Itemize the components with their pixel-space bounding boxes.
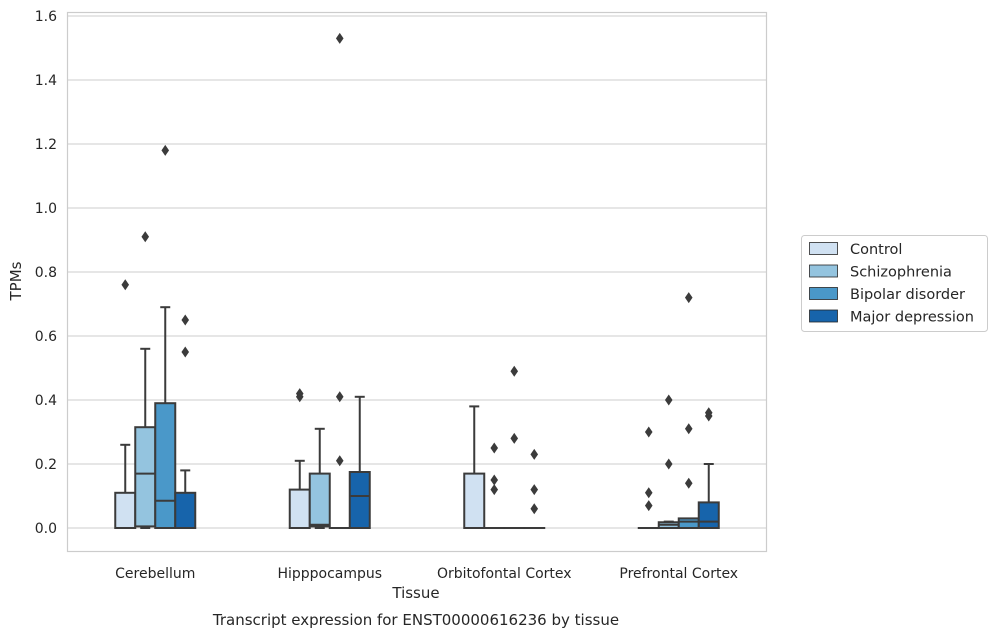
box-major-depression <box>523 448 546 530</box>
outlier-point <box>490 442 499 454</box>
outlier-point <box>181 346 190 358</box>
box-body <box>174 491 197 529</box>
outlier-point <box>684 477 693 489</box>
y-tick-label: 1.2 <box>35 137 57 153</box>
y-tick-label: 0.6 <box>35 329 57 345</box>
box-bipolar-disorder <box>503 365 526 530</box>
outlier-point <box>141 231 150 243</box>
x-tick-label: Cerebellum <box>115 566 195 582</box>
outlier-point <box>490 474 499 486</box>
y-tick-label: 0.4 <box>35 393 57 409</box>
legend-label: Major depression <box>850 310 974 326</box>
y-tick-label: 1.4 <box>35 73 57 89</box>
legend-label: Control <box>850 242 902 258</box>
x-tick-label: Prefrontal Cortex <box>619 566 738 582</box>
boxes-layer <box>114 32 720 530</box>
outlier-point <box>704 407 713 419</box>
y-axis-ticks: 0.0 0.2 0.4 0.6 0.8 1.0 1.2 1.4 1.6 <box>35 9 57 537</box>
legend-swatch <box>809 242 838 255</box>
box-control <box>288 388 311 530</box>
box-body <box>288 488 311 530</box>
legend-swatch <box>809 309 838 323</box>
chart-title: Transcript expression for ENST0000061623… <box>212 611 619 629</box>
box-body <box>114 491 137 529</box>
outlier-point <box>161 144 170 156</box>
box-major-depression <box>174 314 197 529</box>
outlier-point <box>335 32 344 44</box>
legend-frame <box>801 235 988 332</box>
box-body <box>308 472 331 528</box>
box-body <box>134 426 157 528</box>
box-schizophrenia <box>134 231 157 529</box>
box-control <box>463 405 486 530</box>
legend-label: Schizophrenia <box>850 265 952 281</box>
legend-label: Bipolar disorder <box>850 287 965 303</box>
box-body <box>677 517 700 530</box>
outlier-point <box>295 388 304 400</box>
x-tick-label: Hipppocampus <box>277 566 382 582</box>
outlier-point <box>510 432 519 444</box>
box-body <box>463 472 486 530</box>
box-control <box>637 426 660 530</box>
grid-lines <box>68 15 766 529</box>
outlier-point <box>684 292 693 304</box>
outlier-point <box>181 314 190 326</box>
box-body <box>697 501 720 529</box>
box-body <box>348 471 371 529</box>
y-tick-label: 0.2 <box>35 457 57 473</box>
legend-swatch <box>809 287 838 300</box>
box-schizophrenia <box>308 427 331 529</box>
y-tick-label: 0.0 <box>35 521 57 537</box>
legend: Control Schizophrenia Bipolar disorder Majo… <box>801 235 988 332</box>
box-major-depression <box>348 395 371 529</box>
x-axis-ticks: Cerebellum Hipppocampus Orbitofontal Corte… <box>115 566 738 582</box>
outlier-point <box>510 365 519 377</box>
outlier-point <box>530 448 539 460</box>
outlier-point <box>121 279 130 291</box>
box-control <box>114 279 137 529</box>
outlier-point <box>335 391 344 403</box>
box-major-depression <box>697 407 720 529</box>
outlier-point <box>644 500 653 512</box>
plot-frame <box>66 11 768 553</box>
y-axis-label: TPMs <box>7 261 25 301</box>
legend-swatch <box>809 264 838 278</box>
box-body <box>154 402 177 530</box>
box-bipolar-disorder <box>328 32 351 530</box>
outlier-point <box>490 484 499 496</box>
box-bipolar-disorder <box>677 292 700 530</box>
y-tick-label: 0.8 <box>35 265 57 281</box>
y-tick-label: 1.0 <box>35 201 57 217</box>
outlier-point <box>530 503 539 515</box>
outlier-point <box>664 394 673 406</box>
outlier-point <box>644 426 653 438</box>
x-tick-label: Orbitofontal Cortex <box>437 566 572 582</box>
outlier-point <box>530 484 539 496</box>
y-tick-label: 1.6 <box>35 9 57 25</box>
box-schizophrenia <box>483 442 506 530</box>
outlier-point <box>664 458 673 470</box>
box-bipolar-disorder <box>154 144 177 530</box>
outlier-point <box>644 487 653 499</box>
x-axis-label: Tissue <box>391 584 439 602</box>
outlier-point <box>335 455 344 467</box>
outlier-point <box>684 423 693 435</box>
box-schizophrenia <box>657 394 680 529</box>
